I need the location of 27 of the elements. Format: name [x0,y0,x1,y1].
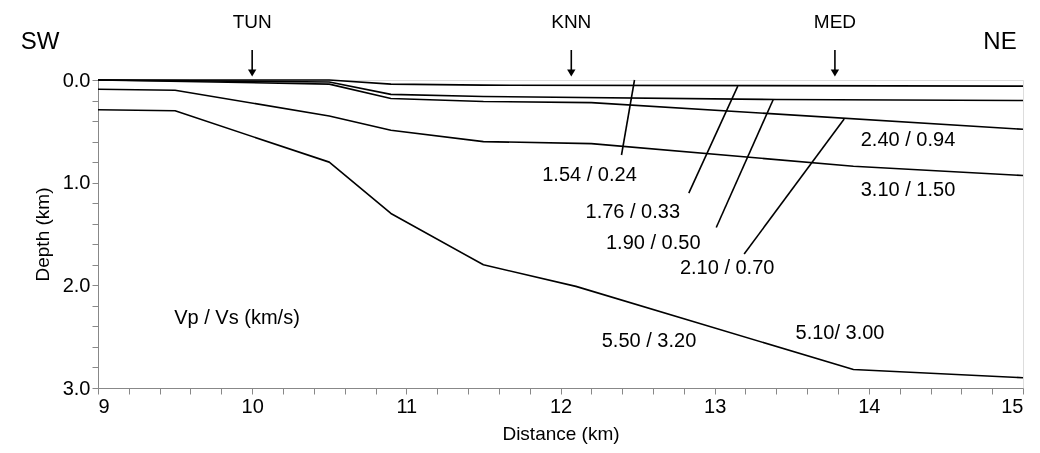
x-tick-label: 13 [704,394,727,417]
annotation: 2.10 / 0.70 [679,256,775,279]
y-tick-label: 3.0 [62,376,91,399]
y-tick-label: 0.0 [62,68,91,91]
annotation: TUN [232,11,272,32]
annotation: SW [20,27,60,54]
annotation: MED [813,11,857,32]
annotation: Vp / Vs (km/s) [174,306,300,328]
annotation: 3.10 / 1.50 [860,178,956,200]
x-axis-title: Distance (km) [502,422,620,444]
y-tick-label: 2.0 [62,273,91,296]
annotation: 1.54 / 0.24 [542,163,637,185]
y-tick-label: 1.0 [62,171,91,194]
x-tick-label: 14 [858,394,881,417]
x-tick-label: 9 [98,394,110,417]
annotation: 1.90 / 0.50 [605,230,701,253]
annotation: NE [983,27,1017,54]
x-tick-label: 10 [241,394,264,417]
x-tick-label: 11 [396,394,418,417]
x-tick-label: 15 [1001,394,1024,417]
annotation: KNN [551,11,592,32]
x-tick-label: 12 [549,394,573,417]
annotation: 1.76 / 0.33 [585,200,681,223]
annotation: 5.50 / 3.20 [601,329,697,351]
y-axis-title: Depth (km) [31,187,53,282]
annotation: 5.10/ 3.00 [795,321,885,343]
annotation: 2.40 / 0.94 [860,128,956,150]
